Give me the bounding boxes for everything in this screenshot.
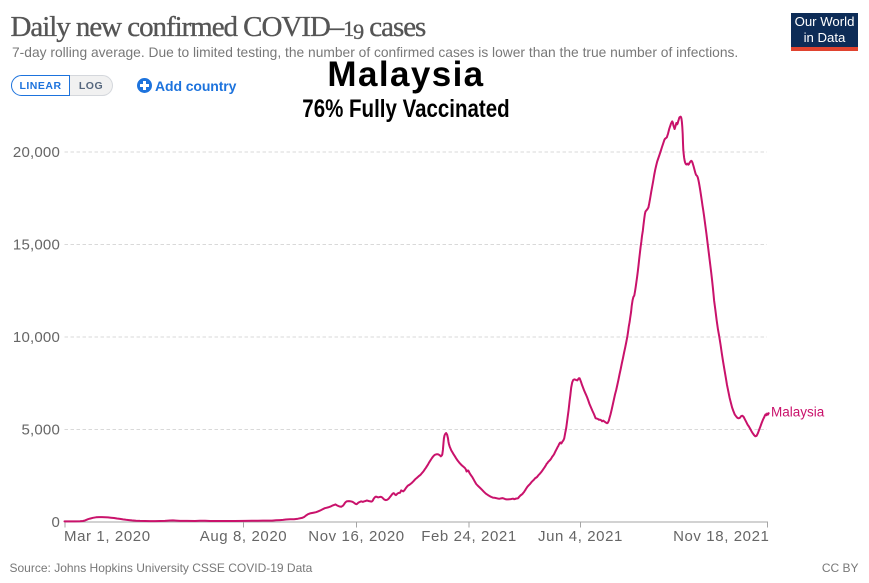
svg-text:20,000: 20,000 bbox=[13, 144, 60, 161]
svg-text:Aug 8, 2020: Aug 8, 2020 bbox=[200, 528, 288, 545]
svg-text:Mar 1, 2020: Mar 1, 2020 bbox=[64, 528, 151, 545]
svg-text:Nov 16, 2020: Nov 16, 2020 bbox=[308, 528, 404, 545]
svg-text:Nov 18, 2021: Nov 18, 2021 bbox=[673, 528, 769, 545]
svg-text:Malaysia: Malaysia bbox=[771, 405, 825, 420]
svg-text:Jun 4, 2021: Jun 4, 2021 bbox=[538, 528, 623, 545]
svg-text:15,000: 15,000 bbox=[13, 237, 60, 254]
svg-text:Feb 24, 2021: Feb 24, 2021 bbox=[421, 528, 517, 545]
svg-text:5,000: 5,000 bbox=[21, 422, 60, 439]
svg-text:0: 0 bbox=[51, 514, 60, 531]
svg-text:10,000: 10,000 bbox=[13, 329, 60, 346]
